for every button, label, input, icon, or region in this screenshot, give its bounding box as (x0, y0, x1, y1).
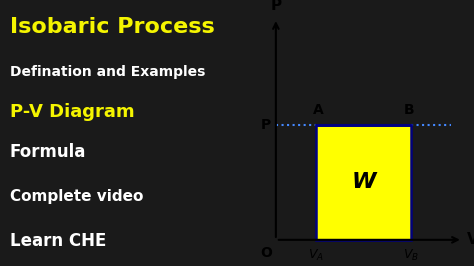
Text: Defination and Examples: Defination and Examples (10, 65, 205, 80)
Text: P: P (270, 0, 282, 13)
Text: Learn CHE: Learn CHE (10, 232, 106, 250)
Text: O: O (261, 246, 273, 260)
Text: $V_A$: $V_A$ (309, 248, 324, 263)
Text: P: P (261, 118, 271, 132)
Text: Isobaric Process: Isobaric Process (10, 16, 215, 37)
Bar (317, 125, 411, 240)
Text: Formula: Formula (10, 143, 86, 161)
Text: V: V (467, 232, 474, 247)
Text: Complete video: Complete video (10, 189, 143, 204)
Text: A: A (313, 103, 324, 117)
Text: $V_B$: $V_B$ (403, 248, 419, 263)
Text: B: B (403, 103, 414, 117)
Text: W: W (351, 172, 376, 193)
Text: P-V Diagram: P-V Diagram (10, 103, 135, 121)
